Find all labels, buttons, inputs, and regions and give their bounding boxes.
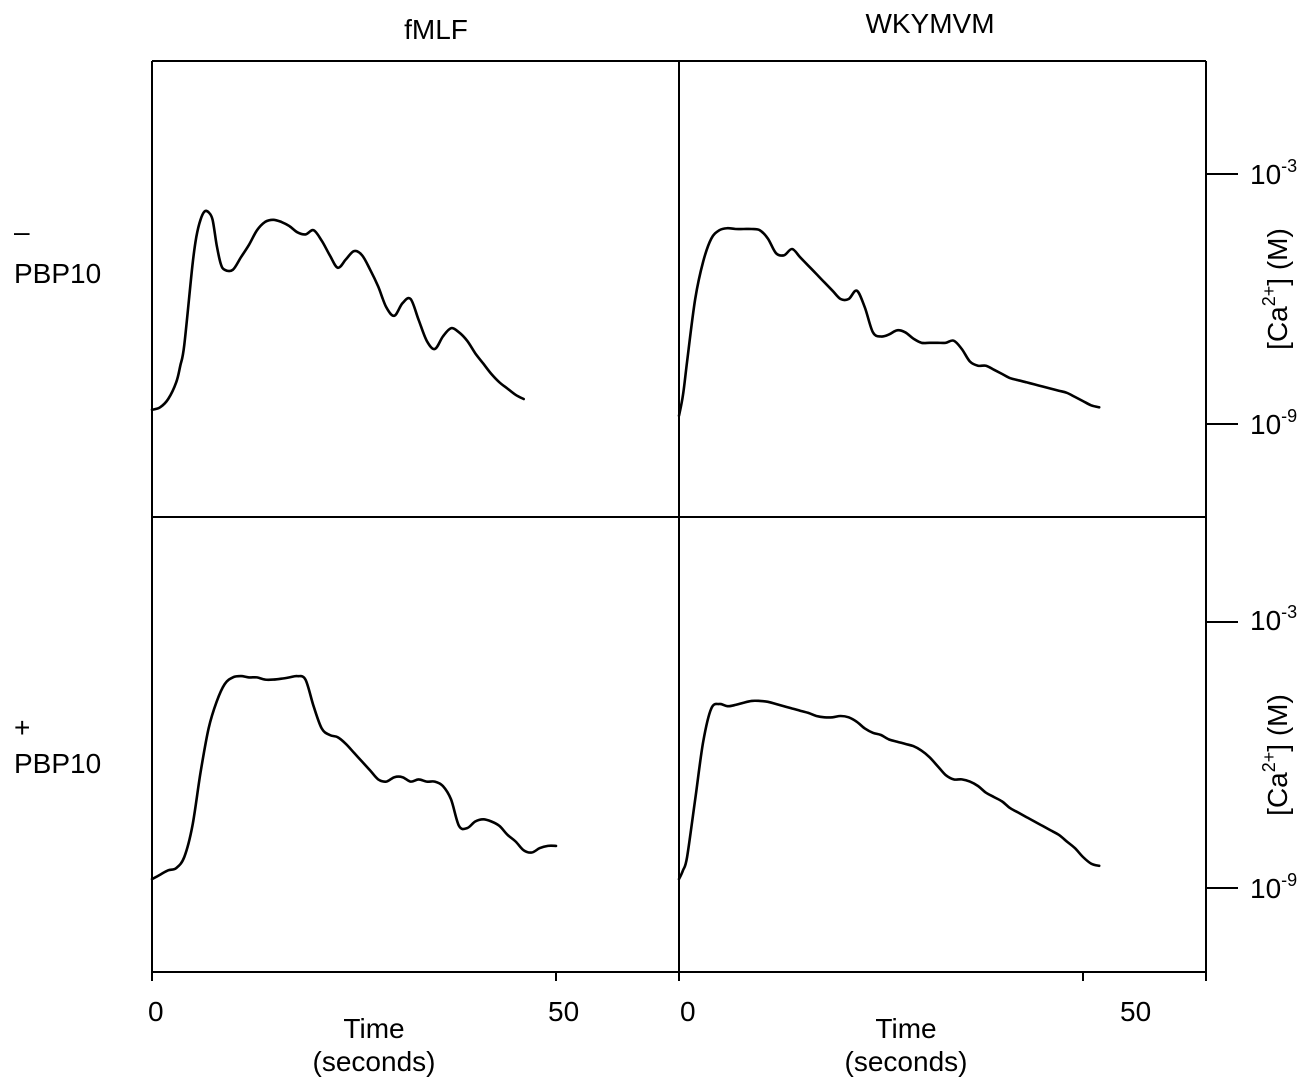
row-label-plus-text: PBP10 bbox=[14, 748, 102, 779]
x-tick-50-left: 50 bbox=[548, 996, 580, 1027]
chart-curves bbox=[150, 209, 1101, 881]
x-axis-title-right: Time (seconds) bbox=[806, 1012, 1006, 1078]
x-axis-title-line2: (seconds) bbox=[312, 1046, 436, 1077]
calcium-trace-fmlf-row2 bbox=[150, 674, 558, 881]
x-tick-50-right: 50 bbox=[1120, 996, 1152, 1027]
chart-frame bbox=[151, 60, 1238, 981]
y-axis-title-bottom: [Ca2+] (M) bbox=[1259, 694, 1293, 816]
row-label-minus-text: PBP10 bbox=[14, 258, 102, 289]
calcium-trace-fmlf-row1 bbox=[150, 209, 525, 412]
y-tick-1e-9-top: 10-9 bbox=[1250, 406, 1298, 440]
column-title-fmlf: fMLF bbox=[404, 14, 468, 45]
y-tick-1e-9-bottom: 10-9 bbox=[1250, 870, 1298, 904]
y-tick-1e-3-bottom: 10-3 bbox=[1250, 602, 1298, 636]
x-axis-title-line2: (seconds) bbox=[844, 1046, 968, 1077]
column-title-wkymvm: WKYMVM bbox=[865, 8, 995, 39]
row-label-minus-symbol: – bbox=[14, 216, 30, 247]
x-tick-0-right: 0 bbox=[680, 996, 696, 1027]
y-tick-1e-3-top: 10-3 bbox=[1250, 156, 1298, 190]
x-axis-title-line1: Time bbox=[343, 1013, 405, 1044]
calcium-trace-wkymvm-row2 bbox=[677, 699, 1101, 881]
x-axis-title-line1: Time bbox=[875, 1013, 937, 1044]
row-label-plus-symbol: + bbox=[14, 712, 31, 743]
x-axis-title-left: Time (seconds) bbox=[274, 1012, 474, 1078]
x-tick-0-left: 0 bbox=[148, 996, 164, 1027]
y-axis-title-top: [Ca2+] (M) bbox=[1259, 228, 1293, 350]
calcium-trace-wkymvm-row1 bbox=[677, 226, 1101, 417]
